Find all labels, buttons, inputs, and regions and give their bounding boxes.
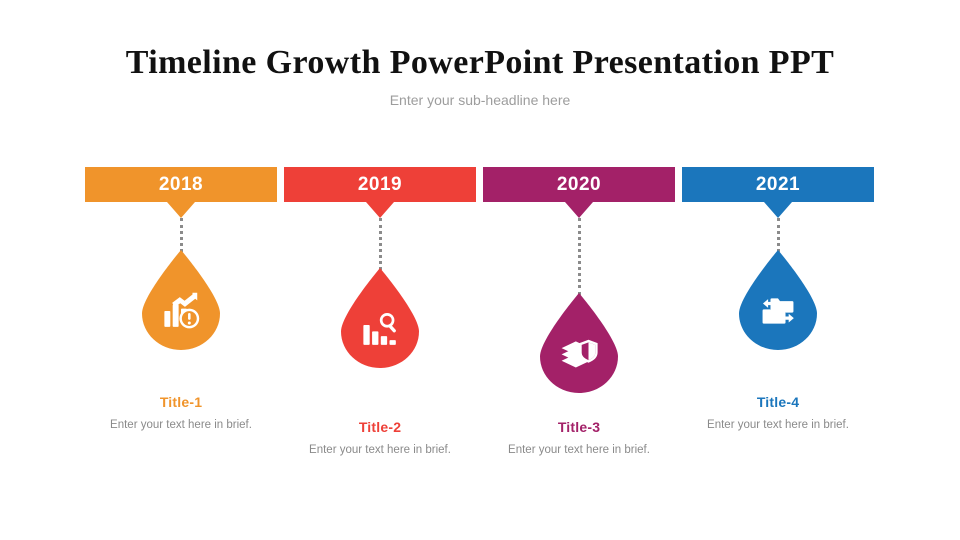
year-badge-2020[interactable]: 2020 [483,167,675,202]
caption-title: Title-1 [159,394,203,410]
page-title: Timeline Growth PowerPoint Presentation … [125,44,835,81]
caption-title: Title-4 [756,394,800,410]
year-badge-pointer-icon [764,202,792,218]
dotted-connector [379,218,382,270]
year-label: 2020 [556,173,602,195]
dotted-connector [180,218,183,252]
layers-shield-icon [540,335,618,373]
dotted-connector [777,218,780,252]
timeline-item-4[interactable]: 2021 Title-4 Enter your text here in brief… [682,0,882,540]
timeline-item-1[interactable]: 2018 Title-1 Enter your text here in brief… [85,0,285,540]
timeline-caption-1: Title-1 Enter your text here in brief. [85,394,277,431]
caption-body-text: Enter your text here in brief. [707,419,849,431]
caption-title: Title-2 [358,419,402,435]
page-subtitle: Enter your sub-headline here [389,92,571,108]
dotted-connector [578,218,581,295]
caption-body-text: Enter your text here in brief. [508,444,650,456]
timeline-caption-2: Title-2 Enter your text here in brief. [284,419,476,456]
year-badge-pointer-icon [565,202,593,218]
year-label: 2018 [158,173,204,195]
year-badge-2019[interactable]: 2019 [284,167,476,202]
timeline-item-3[interactable]: 2020 Title-3 Enter your text here in brief… [483,0,683,540]
teardrop-marker-1[interactable] [142,250,220,350]
caption-body-text: Enter your text here in brief. [110,419,252,431]
timeline-caption-4: Title-4 Enter your text here in brief. [682,394,874,431]
bar-chart-search-icon [341,310,419,348]
year-label: 2019 [357,173,403,195]
caption-body-text: Enter your text here in brief. [309,444,451,456]
bar-chart-growth-alert-icon [142,292,220,330]
teardrop-marker-4[interactable] [739,250,817,350]
teardrop-marker-2[interactable] [341,268,419,368]
timeline-item-2[interactable]: 2019 Title-2 Enter your text here in brief… [284,0,484,540]
folder-transfer-icon [739,292,817,330]
timeline-caption-3: Title-3 Enter your text here in brief. [483,419,675,456]
caption-title: Title-3 [557,419,601,435]
teardrop-marker-3[interactable] [540,293,618,393]
year-badge-pointer-icon [366,202,394,218]
year-badge-2018[interactable]: 2018 [85,167,277,202]
year-badge-2021[interactable]: 2021 [682,167,874,202]
year-badge-pointer-icon [167,202,195,218]
year-label: 2021 [755,173,801,195]
